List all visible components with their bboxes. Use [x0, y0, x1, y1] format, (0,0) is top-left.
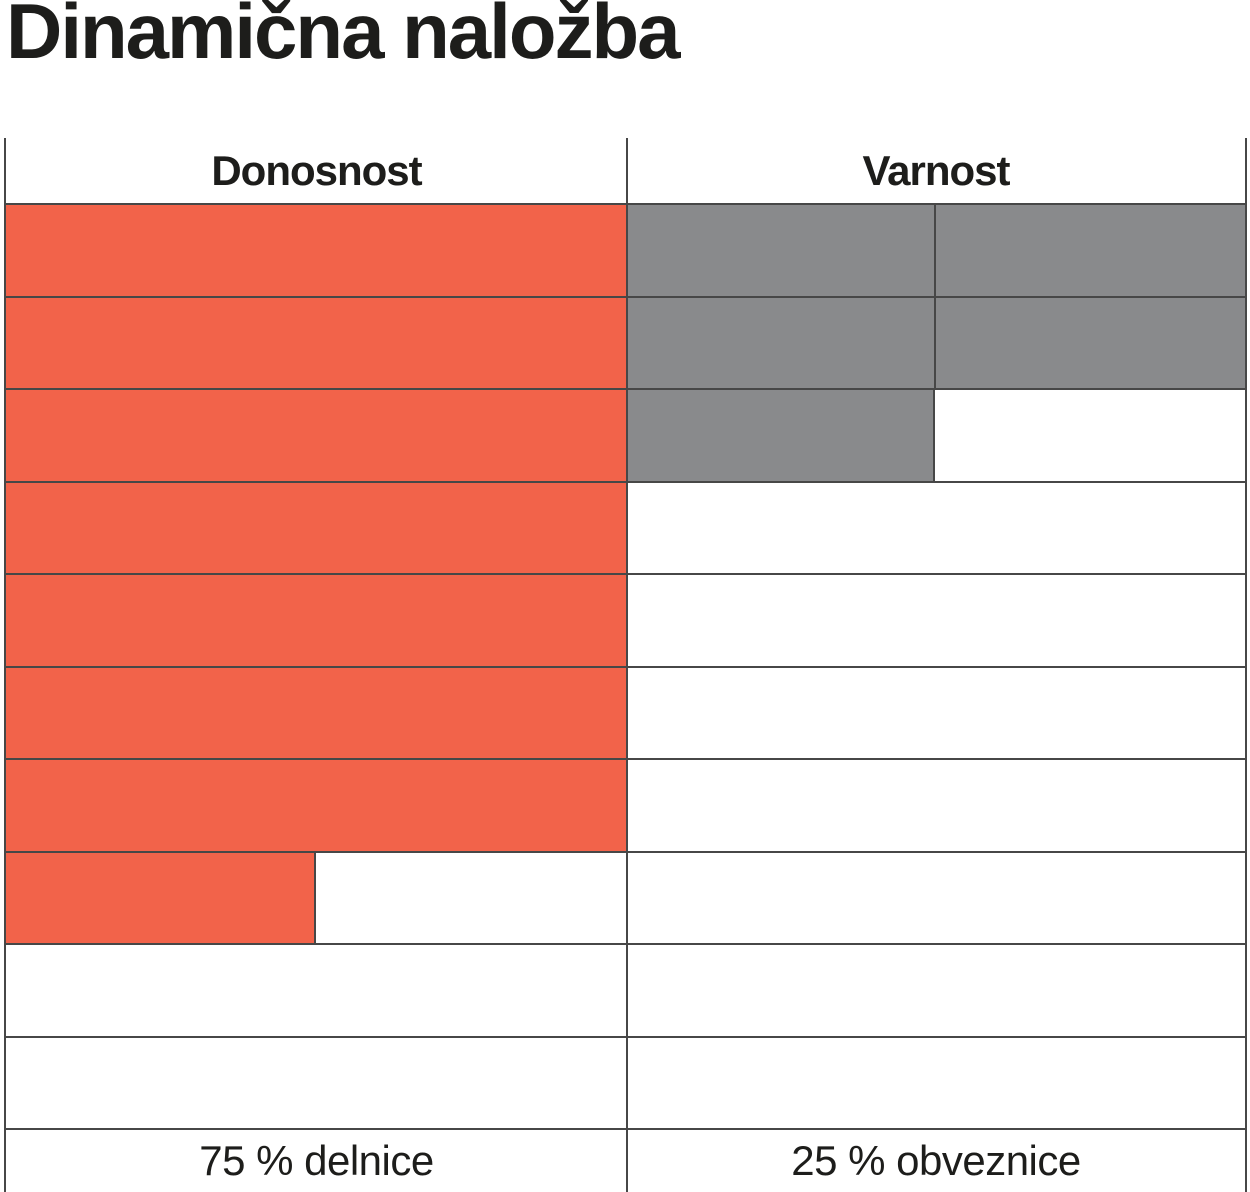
header-varnost: Varnost	[862, 146, 1010, 194]
donosnost-bar-full	[6, 205, 627, 296]
page-title: Dinamična naložba	[6, 0, 680, 75]
footer-delnice-label: 75 % delnice	[199, 1137, 434, 1184]
varnost-bar-half	[626, 390, 936, 481]
allocation-chart: Donosnost Varnost 75 % delnice 25 % obve…	[4, 138, 1247, 1192]
chart-rows	[6, 203, 1245, 1128]
chart-row	[6, 388, 1245, 481]
donosnost-bar-full	[6, 575, 627, 666]
chart-header-row: Donosnost Varnost	[6, 138, 1245, 203]
chart-row	[6, 943, 1245, 1036]
chart-footer-row: 75 % delnice 25 % obveznice	[6, 1128, 1245, 1192]
donosnost-bar-full	[6, 760, 627, 851]
donosnost-bar-full	[6, 390, 627, 481]
donosnost-bar-full	[6, 667, 627, 758]
header-donosnost: Donosnost	[211, 146, 422, 194]
chart-row	[6, 850, 1245, 943]
chart-row	[6, 203, 1245, 296]
column-divider	[625, 138, 628, 1192]
donosnost-bar-full	[6, 482, 627, 573]
chart-row	[6, 480, 1245, 573]
chart-row	[6, 295, 1245, 388]
chart-row	[6, 1035, 1245, 1128]
varnost-cell-divider	[934, 205, 937, 296]
varnost-cell-divider	[934, 297, 937, 388]
donosnost-bar-full	[6, 297, 627, 388]
footer-obveznice-label: 25 % obveznice	[791, 1137, 1081, 1184]
chart-row	[6, 573, 1245, 666]
chart-row	[6, 665, 1245, 758]
chart-row	[6, 758, 1245, 851]
donosnost-bar-half	[6, 852, 317, 943]
